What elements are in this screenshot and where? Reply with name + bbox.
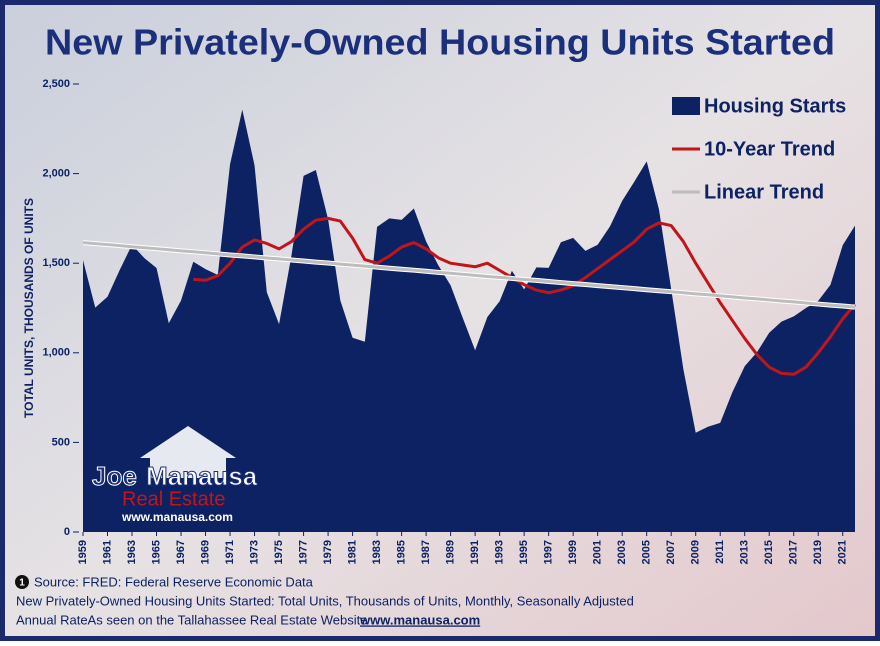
legend-label: Housing Starts xyxy=(704,95,846,117)
x-tick-label: 1969 xyxy=(199,540,211,564)
y-tick-label: 0 xyxy=(64,526,70,538)
legend-label: Linear Trend xyxy=(704,181,824,203)
x-tick-label: 1965 xyxy=(150,540,162,564)
logo-house xyxy=(140,426,236,478)
y-tick-label: 2,500 xyxy=(42,78,70,90)
y-tick-label: 500 xyxy=(52,436,70,448)
line xyxy=(193,216,857,376)
seen: Annual RateAs seen on the Tallahassee Re… xyxy=(16,612,367,627)
legend-label: 10-Year Trend xyxy=(704,138,835,160)
x-tick-label: 1987 xyxy=(420,540,432,564)
x-tick-label: 1999 xyxy=(567,540,579,564)
logo-last: Manausa xyxy=(146,461,258,491)
description: New Privately-Owned Housing Units Starte… xyxy=(16,593,634,608)
badge-number: 1 xyxy=(19,578,25,589)
x-tick-label: 2019 xyxy=(812,540,824,564)
y-axis-label: TOTAL UNITS, THOUSANDS OF UNITS xyxy=(22,198,36,418)
x-tick-label: 1979 xyxy=(322,540,334,564)
y-tick-label: 1,000 xyxy=(42,347,70,359)
x-tick-label: 1977 xyxy=(297,540,309,564)
x-tick-label: 2017 xyxy=(788,540,800,564)
x-tick-label: 2013 xyxy=(739,540,751,564)
x-tick-label: 1993 xyxy=(494,540,506,564)
logo-tag: Real Estate xyxy=(122,488,225,510)
chart-title: New Privately-Owned Housing Units Starte… xyxy=(45,22,835,63)
area xyxy=(83,109,855,532)
x-tick-label: 1989 xyxy=(445,540,457,564)
y-tick-label: 2,000 xyxy=(42,168,70,180)
x-tick-label: 1997 xyxy=(543,540,555,564)
x-tick-label: 1967 xyxy=(175,540,187,564)
x-tick-label: 2007 xyxy=(665,540,677,564)
x-tick-label: 1973 xyxy=(248,540,260,564)
plot: 0 500 1,000 1,500 2,000 2,500 1959 1961 1963 1965… xyxy=(42,78,857,564)
y-tick-label: 1,500 xyxy=(42,257,70,269)
x-tick-label: 1975 xyxy=(273,540,285,564)
line xyxy=(82,241,856,309)
logo-url: www.manausa.com xyxy=(121,510,233,524)
legend-swatch xyxy=(672,97,700,115)
x-tick-label: 2015 xyxy=(763,540,775,564)
x-tick-label: 1961 xyxy=(101,540,113,564)
logo-first: Joe xyxy=(92,461,137,491)
x-tick-label: 2009 xyxy=(690,540,702,564)
x-tick-label: 2001 xyxy=(592,540,604,564)
badge xyxy=(15,575,29,589)
x-tick-label: 1983 xyxy=(371,540,383,564)
x-tick-label: 1971 xyxy=(224,540,236,564)
x-tick-label: 1991 xyxy=(469,540,481,564)
footer: 1 Source: FRED: Federal Reserve Economic… xyxy=(15,574,634,627)
x-tick-label: 1981 xyxy=(346,540,358,564)
logo: Joe Manausa Real Estate www.manausa.com xyxy=(92,426,258,524)
site-link[interactable]: www.manausa.com xyxy=(359,612,480,627)
x-tick-label: 1959 xyxy=(77,540,89,564)
x-tick-label: 2011 xyxy=(714,540,726,564)
x-tick-label: 2005 xyxy=(641,540,653,564)
x-tick-label: 1963 xyxy=(126,540,138,564)
source: Source: FRED: Federal Reserve Economic D… xyxy=(34,574,314,589)
x-tick-label: 1985 xyxy=(396,540,408,564)
x-tick-label: 2021 xyxy=(837,540,849,564)
x-tick-label: 1995 xyxy=(518,540,530,564)
x-tick-label: 2003 xyxy=(616,540,628,564)
